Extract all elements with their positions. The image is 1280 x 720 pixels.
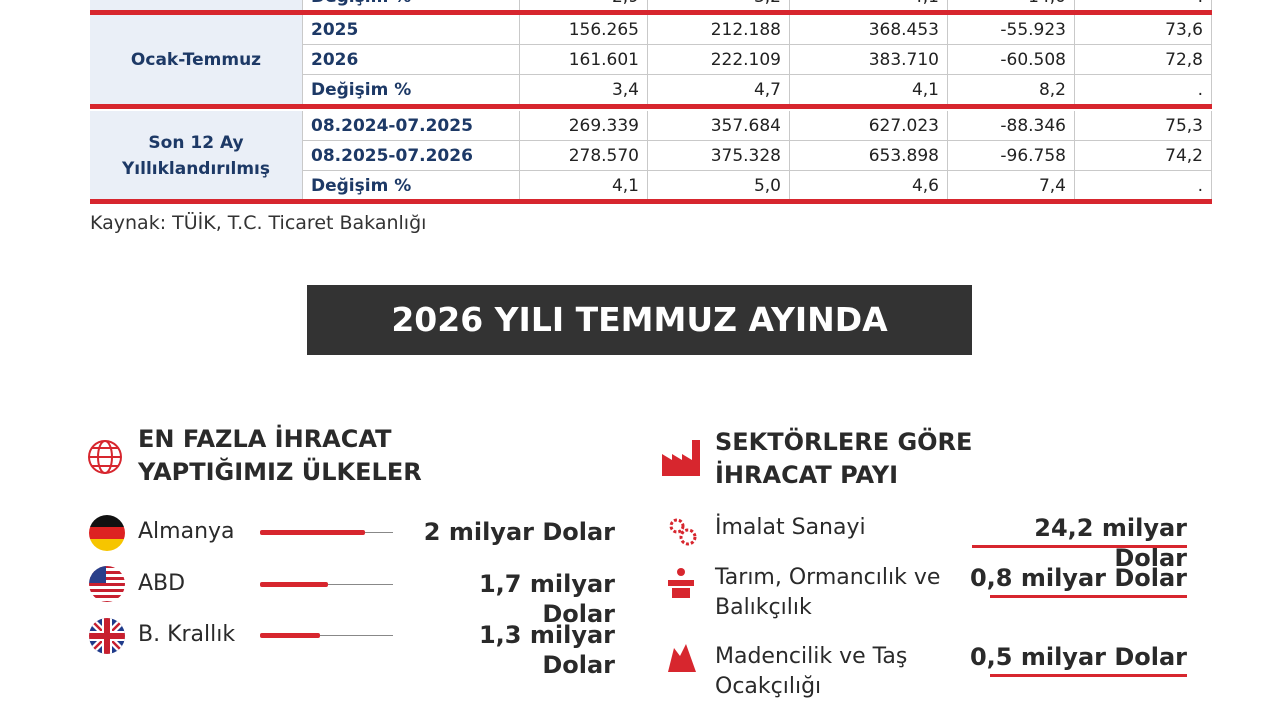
value-underline (990, 674, 1187, 677)
title-line: SEKTÖRLERE GÖRE (715, 428, 973, 456)
table-cell: 212.188 (648, 15, 790, 45)
sector-name-line: Tarım, Ormancılık ve (715, 565, 941, 590)
factory-icon (662, 440, 700, 476)
bar-fill (260, 581, 328, 587)
title-line: EN FAZLA İHRACAT (138, 425, 392, 453)
group-label-line: Son 12 Ay (148, 133, 244, 153)
separator (90, 104, 1212, 109)
table-cell: 4,1 (520, 171, 648, 201)
sector-name-line: Balıkçılık (715, 595, 812, 620)
table-cell: 3,4 (520, 75, 648, 105)
sector-name: İmalat Sanayi (715, 513, 866, 543)
table-cell: 4,6 (790, 171, 948, 201)
country-name: B. Krallık (138, 622, 236, 647)
table-cell: 357.684 (648, 111, 790, 141)
table-cell: -60.508 (948, 45, 1075, 75)
sector-value: 24,2 milyar Dolar (1034, 514, 1187, 572)
group-label (90, 0, 303, 12)
table-cell: 627.023 (790, 111, 948, 141)
sector-name-line: Ocakçılığı (715, 674, 822, 699)
flag-usa (89, 566, 125, 602)
bar-track (260, 635, 393, 636)
group-label: Ocak-Temmuz (90, 15, 303, 105)
table-cell: 73,6 (1075, 15, 1212, 45)
flag-uk (89, 618, 125, 654)
table-cell: 161.601 (520, 45, 648, 75)
table-cell: 4,7 (648, 75, 790, 105)
table-cell: 653.898 (790, 141, 948, 171)
mining-icon (668, 644, 696, 672)
group-label: Son 12 Ay Yıllıklandırılmış (90, 111, 303, 201)
sectors-title: SEKTÖRLERE GÖRE İHRACAT PAYI (715, 426, 972, 492)
title-line: YAPTIĞIMIZ ÜLKELER (138, 458, 422, 486)
sector-name-line: İmalat Sanayi (715, 515, 866, 540)
row-label: 2025 (303, 15, 520, 45)
country-name: Almanya (138, 519, 235, 544)
country-value: 1,3 milyar Dolar (478, 621, 615, 679)
table-cell: 368.453 (790, 15, 948, 45)
table-cell: 74,2 (1075, 141, 1212, 171)
table-cell: 4,1 (790, 75, 948, 105)
row-label: Değişim % (303, 75, 520, 105)
value-underline (972, 545, 1187, 548)
table-cell: . (1075, 75, 1212, 105)
table-cell: 156.265 (520, 15, 648, 45)
row-label: 08.2024-07.2025 (303, 111, 520, 141)
table-cell: 72,8 (1075, 45, 1212, 75)
table: Değişim %2,93,24,114,0.Ocak-Temmuz202515… (0, 0, 1280, 210)
agri-icon (668, 568, 694, 598)
sector-value: 0,5 milyar Dolar (969, 643, 1187, 671)
table-cell: 5,0 (648, 171, 790, 201)
table-cell: 383.710 (790, 45, 948, 75)
sector-name: Tarım, Ormancılık ve Balıkçılık (715, 563, 940, 623)
countries-title: EN FAZLA İHRACAT YAPTIĞIMIZ ÜLKELER (138, 423, 422, 489)
table-cell: 7,4 (948, 171, 1075, 201)
row-label: 08.2025-07.2026 (303, 141, 520, 171)
group-label-line: Ocak-Temmuz (130, 50, 262, 70)
source: Kaynak: TÜİK, T.C. Ticaret Bakanlığı (90, 212, 427, 234)
table-cell: 222.109 (648, 45, 790, 75)
table-cell: . (1075, 171, 1212, 201)
row-label: Değişim % (303, 171, 520, 201)
separator (90, 199, 1212, 204)
globe-icon (88, 440, 122, 474)
title-line: İHRACAT PAYI (715, 461, 899, 489)
sector-name: Madencilik ve Taş Ocakçılığı (715, 642, 907, 702)
table-cell: 375.328 (648, 141, 790, 171)
country-value: 2 milyar Dolar (423, 518, 615, 546)
group-label-line: Yıllıklandırılmış (121, 159, 271, 179)
table-cell: 8,2 (948, 75, 1075, 105)
country-value: 1,7 milyar Dolar (478, 569, 615, 628)
sector-name-line: Madencilik ve Taş (715, 644, 908, 669)
flag-germany (89, 515, 125, 551)
table-cell: -88.346 (948, 111, 1075, 141)
row-label: 2026 (303, 45, 520, 75)
country-name: ABD (138, 570, 186, 596)
table-cell: 269.339 (520, 111, 648, 141)
value-underline (990, 595, 1187, 598)
sector-value: 0,8 milyar Dolar (969, 564, 1187, 592)
table-cell: 75,3 (1075, 111, 1212, 141)
table-cell: -55.923 (948, 15, 1075, 45)
bar-fill (260, 633, 320, 638)
banner: 2026 YILI TEMMUZ AYINDA (307, 285, 972, 355)
separator (90, 10, 1212, 15)
gears-icon (669, 518, 697, 546)
table-cell: 278.570 (520, 141, 648, 171)
table-cell: -96.758 (948, 141, 1075, 171)
bar-fill (260, 530, 365, 535)
